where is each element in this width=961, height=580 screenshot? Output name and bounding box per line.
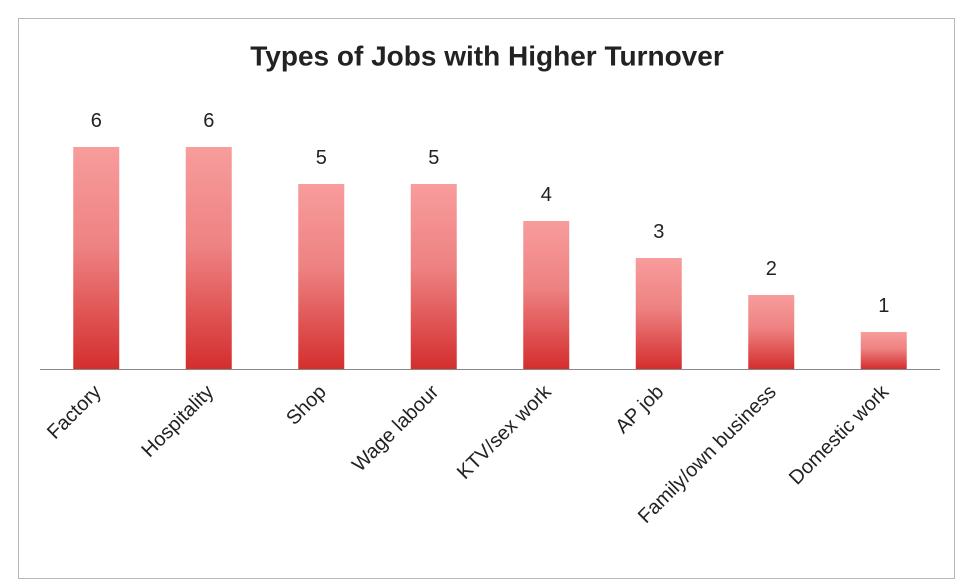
bar — [635, 258, 682, 369]
data-label: 4 — [541, 184, 552, 206]
bar — [185, 147, 232, 369]
bar — [860, 332, 907, 369]
bar — [523, 221, 570, 369]
data-label: 6 — [203, 110, 214, 132]
data-label: 1 — [878, 295, 889, 317]
data-label: 2 — [766, 258, 777, 280]
bar — [73, 147, 120, 369]
data-label: 3 — [653, 221, 664, 243]
bar — [748, 295, 795, 369]
bar — [298, 184, 345, 369]
chart-title: Types of Jobs with Higher Turnover — [250, 40, 724, 71]
data-label: 5 — [428, 147, 439, 169]
bar — [410, 184, 457, 369]
data-label: 6 — [91, 110, 102, 132]
data-label: 5 — [316, 147, 327, 169]
chart-frame — [18, 18, 955, 579]
